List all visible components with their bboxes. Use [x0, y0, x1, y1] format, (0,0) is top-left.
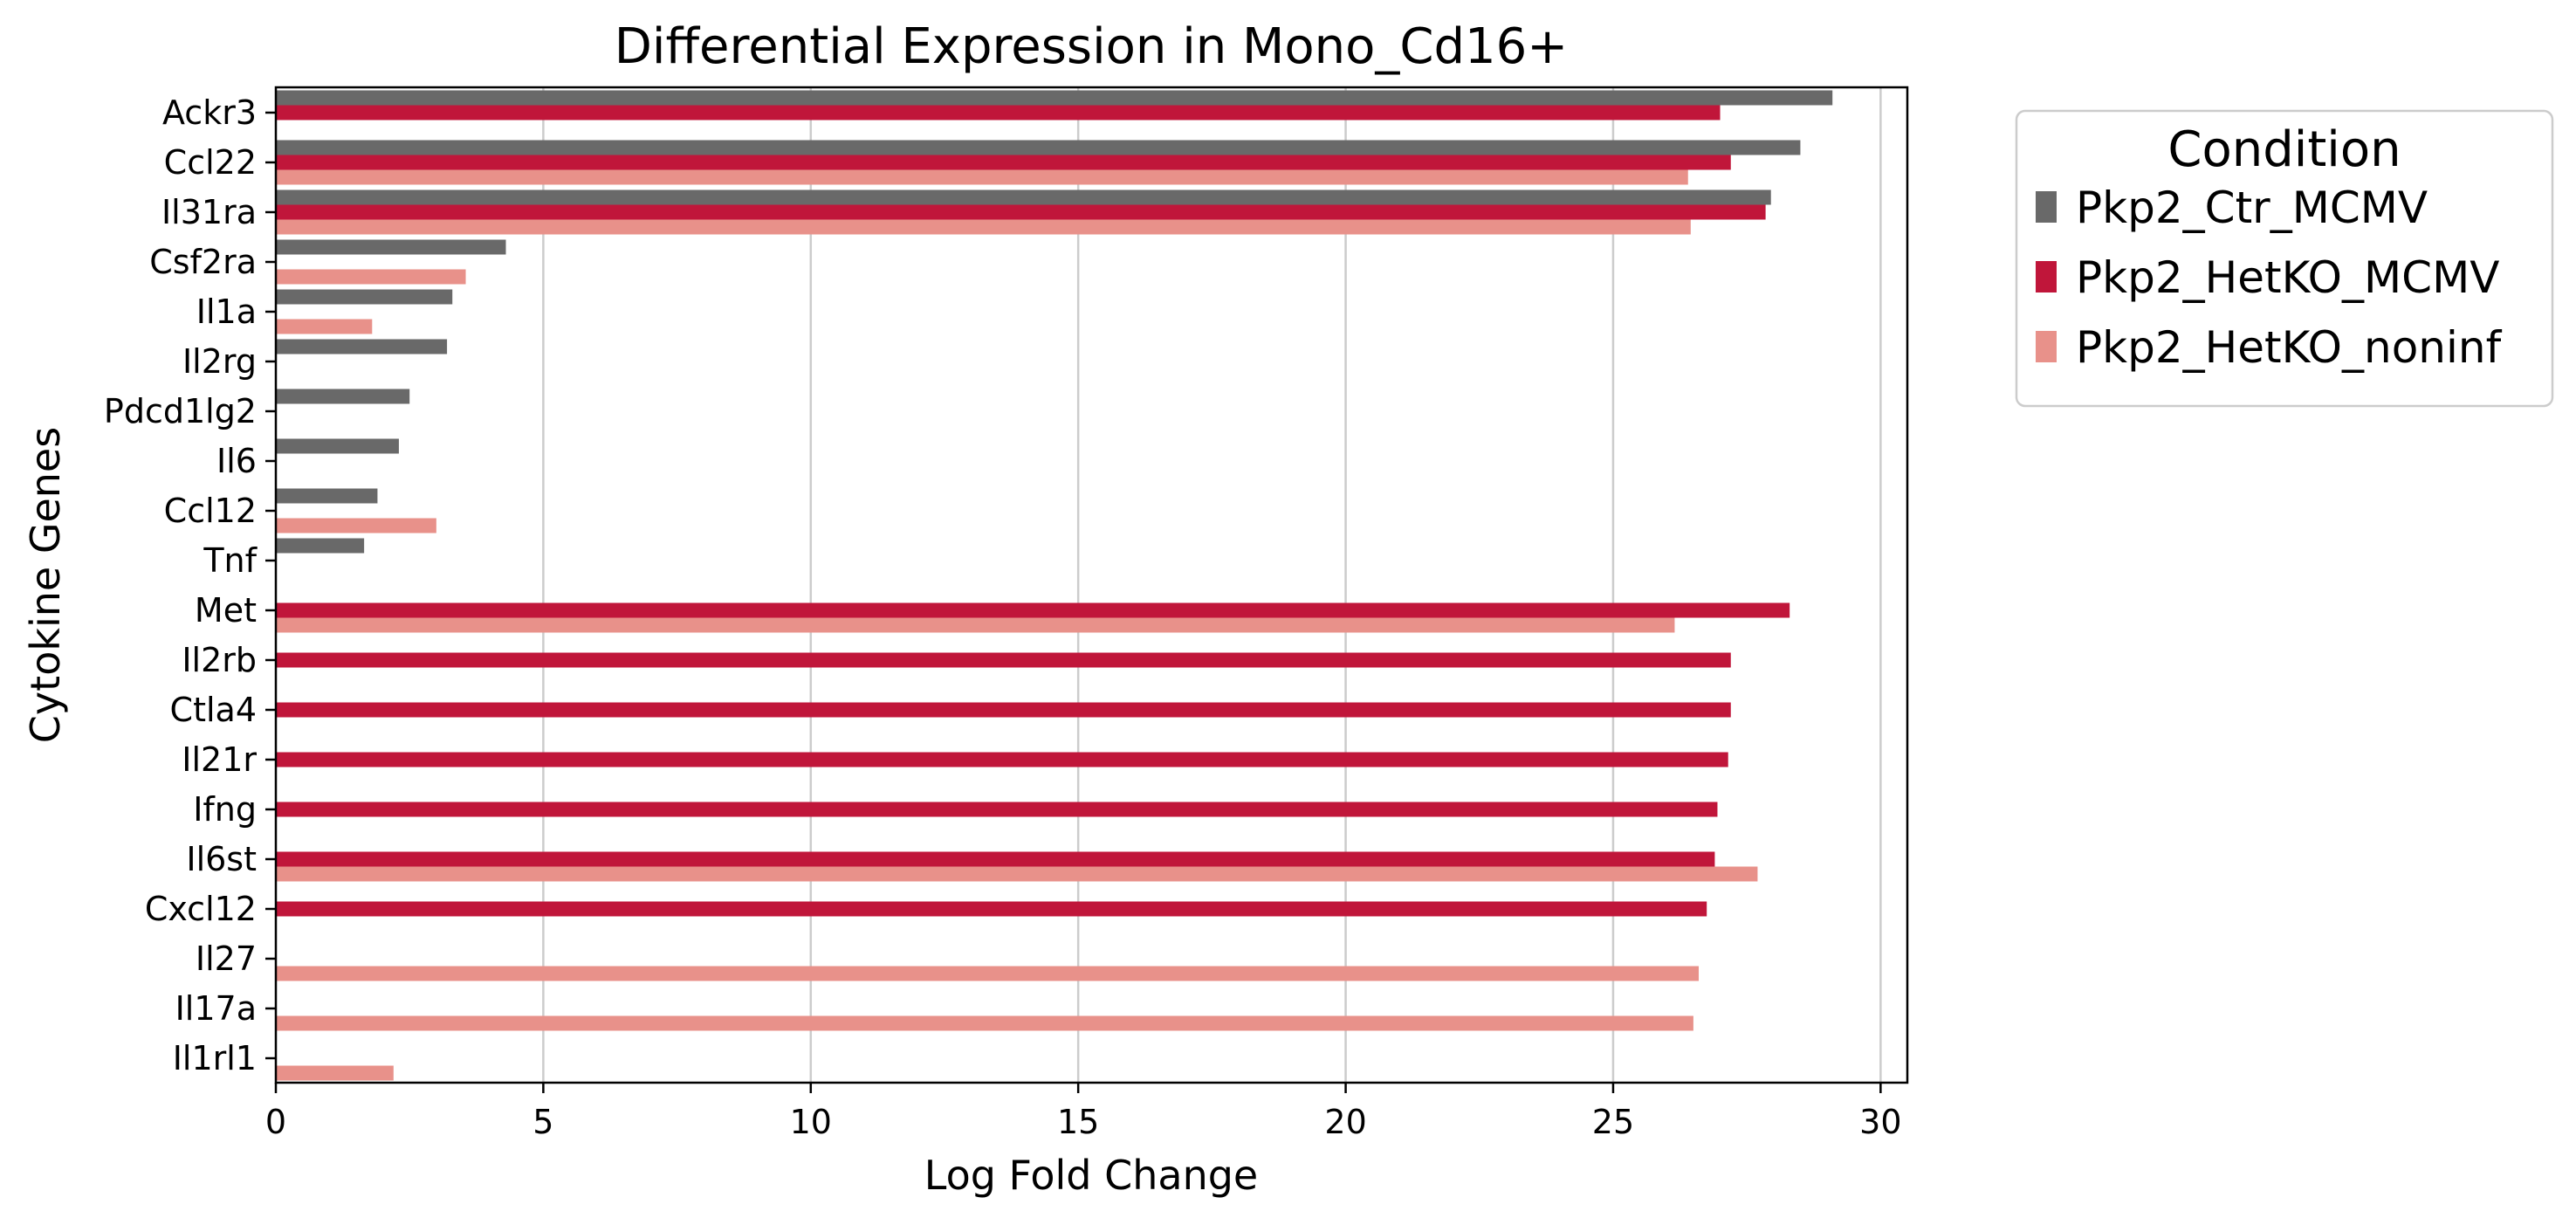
bar-Pkp2_Ctr_MCMV-Ccl12 [276, 488, 378, 504]
bar-Pkp2_Ctr_MCMV-Il6 [276, 438, 399, 454]
legend-label: Pkp2_HetKO_noninf [2076, 322, 2503, 373]
y-tick-label: Cxcl12 [145, 890, 257, 928]
legend-label: Pkp2_Ctr_MCMV [2076, 182, 2428, 233]
x-axis-ticks: 0 5 10 15 20 25 30 [265, 1083, 1902, 1141]
y-tick-label: Il6 [216, 442, 257, 480]
x-tick-label: 25 [1592, 1103, 1634, 1141]
y-axis-ticks: Ackr3 Ccl22 Il31ra Csf2ra Il1a Il2rg Pdcd1lg2 I… [104, 93, 276, 1077]
x-tick-label: 20 [1324, 1103, 1366, 1141]
bar-Pkp2_HetKO_noninf-Il31ra [276, 219, 1691, 235]
bar-Pkp2_HetKO_MCMV-Il21r [276, 752, 1728, 767]
y-tick-label: Il17a [175, 989, 257, 1028]
bar-Pkp2_HetKO_noninf-Il17a [276, 1015, 1693, 1031]
grid [542, 87, 1882, 1083]
y-tick-label: Il6st [186, 840, 257, 878]
bar-Pkp2_Ctr_MCMV-Il2rg [276, 339, 448, 354]
chart-title: Differential Expression in Mono_Cd16+ [615, 18, 1568, 75]
y-tick-label: Pdcd1lg2 [104, 392, 257, 430]
x-tick-label: 30 [1859, 1103, 1901, 1141]
y-tick-label: Il1rl1 [173, 1039, 257, 1077]
bar-Pkp2_HetKO_noninf-Il1a [276, 319, 373, 334]
x-tick-label: 15 [1057, 1103, 1099, 1141]
y-tick-label: Il1a [196, 292, 257, 331]
x-axis-label: Log Fold Change [924, 1152, 1258, 1199]
y-tick-label: Csf2ra [149, 243, 257, 281]
bar-Pkp2_HetKO_MCMV-Il6st [276, 851, 1715, 867]
legend-box [2015, 109, 2554, 408]
bar-Pkp2_HetKO_MCMV-Ctla4 [276, 702, 1731, 718]
bar-Pkp2_HetKO_MCMV-Il2rb [276, 652, 1731, 668]
y-tick-label: Ccl22 [164, 143, 257, 182]
bar-Pkp2_Ctr_MCMV-Tnf [276, 538, 365, 554]
bar-Pkp2_Ctr_MCMV-Ccl22 [276, 140, 1801, 155]
plot-frame [274, 86, 1909, 1084]
x-tick-label: 0 [265, 1103, 286, 1141]
y-axis-label: Cytokine Genes [22, 427, 69, 743]
y-tick-label: Ctla4 [170, 691, 257, 729]
bars [276, 90, 1833, 1081]
y-tick-label: Il31ra [161, 193, 257, 231]
bar-Pkp2_Ctr_MCMV-Csf2ra [276, 239, 506, 255]
y-tick-label: Met [195, 591, 257, 630]
legend: Condition Pkp2_Ctr_MCMV Pkp2_HetKO_MCMV Pk… [2015, 109, 2554, 408]
legend-label: Pkp2_HetKO_MCMV [2076, 252, 2499, 303]
y-tick-label: Il27 [196, 939, 257, 978]
bar-Pkp2_HetKO_MCMV-Ifng [276, 802, 1718, 817]
bar-Pkp2_HetKO_noninf-Ccl22 [276, 169, 1688, 185]
bar-Pkp2_HetKO_noninf-Csf2ra [276, 269, 466, 285]
bar-Pkp2_Ctr_MCMV-Ackr3 [276, 90, 1833, 106]
x-tick-label: 5 [532, 1103, 553, 1141]
y-tick-label: Ccl12 [164, 492, 257, 530]
bar-Pkp2_HetKO_noninf-Ccl12 [276, 518, 436, 533]
y-tick-label: Tnf [203, 541, 258, 580]
bar-Pkp2_HetKO_noninf-Il27 [276, 966, 1700, 981]
y-tick-label: Il2rb [182, 641, 257, 679]
bar-Pkp2_HetKO_MCMV-Cxcl12 [276, 901, 1707, 917]
legend-swatch [2036, 261, 2057, 292]
y-tick-label: Ackr3 [162, 93, 257, 132]
bar-Pkp2_HetKO_MCMV-Il31ra [276, 204, 1766, 220]
bar-Pkp2_Ctr_MCMV-Il1a [276, 289, 453, 305]
bar-Pkp2_Ctr_MCMV-Il31ra [276, 189, 1771, 205]
bar-Pkp2_HetKO_MCMV-Ackr3 [276, 105, 1721, 120]
bar-Pkp2_Ctr_MCMV-Pdcd1lg2 [276, 389, 410, 404]
legend-swatch [2036, 191, 2057, 223]
bar-Pkp2_HetKO_noninf-Il1rl1 [276, 1065, 394, 1081]
x-tick-label: 10 [790, 1103, 832, 1141]
bar-Pkp2_HetKO_noninf-Met [276, 617, 1675, 633]
y-tick-label: Il2rg [182, 342, 257, 381]
legend-swatch [2036, 331, 2057, 362]
bar-Pkp2_HetKO_MCMV-Met [276, 602, 1790, 618]
y-tick-label: Il21r [182, 740, 257, 779]
bar-Pkp2_HetKO_MCMV-Ccl22 [276, 155, 1731, 170]
legend-title: Condition [2167, 121, 2401, 178]
y-tick-label: Ifng [193, 790, 257, 829]
bar-Pkp2_HetKO_noninf-Il6st [276, 866, 1758, 882]
